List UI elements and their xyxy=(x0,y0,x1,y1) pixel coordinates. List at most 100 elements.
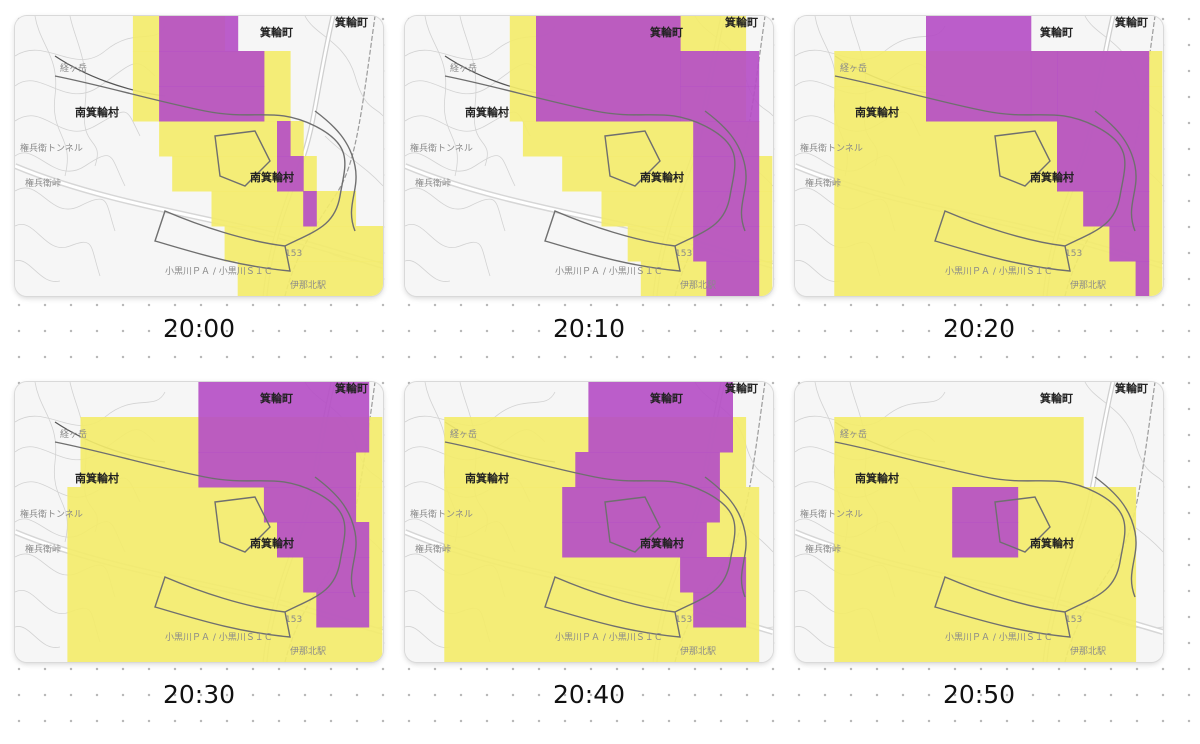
contour-line xyxy=(324,135,383,187)
boundary-line xyxy=(1094,476,1137,598)
map-panel-5: 南箕輪村 南箕輪村 箕輪町 小黒川ＰＡ / 小黒川ＳＩＣ 伊那北駅 153 権兵衛トンネル権… xyxy=(405,382,795,744)
map-label-village: 南箕輪村 xyxy=(250,536,294,550)
map-card[interactable]: 南箕輪村 南箕輪村 箕輪町 小黒川ＰＡ / 小黒川ＳＩＣ 伊那北駅 153 権兵衛トンネル権… xyxy=(795,382,1163,662)
contour-line xyxy=(34,382,68,543)
contour-line xyxy=(459,16,488,167)
contour-line xyxy=(15,626,61,648)
purple-mesh-cell xyxy=(680,51,760,87)
purple-mesh-cell xyxy=(198,452,357,488)
map-label-town: 箕輪町 xyxy=(259,25,293,39)
boundary-line xyxy=(154,210,291,272)
map-label-town: 箕輪町 xyxy=(724,16,758,29)
purple-mesh-cell xyxy=(952,522,1019,558)
map-label-route: 153 xyxy=(1065,249,1082,259)
map-label-station: 伊那北駅 xyxy=(680,279,716,291)
purple-mesh-cell xyxy=(588,382,733,453)
map-label-village: 南箕輪村 xyxy=(75,471,119,485)
map-label-pass: 権兵衛峠 xyxy=(25,543,61,555)
boundary-line xyxy=(214,496,271,553)
purple-area xyxy=(952,487,1019,558)
municipal-boundary xyxy=(444,75,747,272)
time-label: 20:50 xyxy=(942,680,1016,709)
purple-area xyxy=(159,16,317,227)
map-label-pass: 権兵衛峠 xyxy=(25,177,61,189)
purple-mesh-cell xyxy=(1030,51,1058,122)
boundary-line xyxy=(1094,110,1137,232)
map-label-town: 箕輪町 xyxy=(1039,25,1073,39)
map-label-mountain: 経ヶ岳 xyxy=(450,428,477,440)
contour-line xyxy=(405,187,506,232)
yellow-area xyxy=(834,417,1137,662)
contour-line xyxy=(69,16,98,167)
map-label-tunnel: 権兵衛トンネル xyxy=(800,142,863,154)
purple-mesh-cell xyxy=(952,487,1019,523)
map-label-route: 153 xyxy=(675,249,692,259)
map-label-village: 南箕輪村 xyxy=(640,170,684,184)
contour-line xyxy=(1084,382,1163,483)
contour-line xyxy=(15,152,126,187)
map-label-village: 南箕輪村 xyxy=(465,105,509,119)
contour-line xyxy=(304,16,383,117)
map-label-station: 伊那北駅 xyxy=(1070,279,1106,291)
municipal-boundary xyxy=(834,441,1137,638)
purple-mesh-cell xyxy=(575,452,720,488)
map-label-village: 南箕輪村 xyxy=(250,170,294,184)
boundary-line xyxy=(314,476,357,598)
purple-mesh-cell xyxy=(680,86,760,122)
map-label-town: 箕輪町 xyxy=(334,16,368,29)
map-label-tunnel: 権兵衛トンネル xyxy=(20,508,83,520)
purple-mesh-cell xyxy=(926,16,1032,122)
boundary-line xyxy=(214,130,271,187)
map-card[interactable]: 南箕輪村 南箕輪村 箕輪町 小黒川ＰＡ / 小黒川ＳＩＣ 伊那北駅 153 権兵衛トンネル権… xyxy=(795,16,1163,296)
boundary-line xyxy=(544,210,681,272)
purple-mesh-cell xyxy=(693,156,760,192)
boundary-line xyxy=(704,476,747,598)
time-label: 20:20 xyxy=(942,314,1016,343)
purple-mesh-cell xyxy=(159,16,239,52)
map-label-village: 南箕輪村 xyxy=(855,105,899,119)
map-label-mountain: 経ヶ岳 xyxy=(60,428,87,440)
map-card[interactable]: 南箕輪村 南箕輪村 箕輪町 小黒川ＰＡ / 小黒川ＳＩＣ 伊那北駅 153 権兵衛トンネル権… xyxy=(15,382,383,662)
map-label-mountain: 経ヶ岳 xyxy=(840,62,867,74)
map-label-village: 南箕輪村 xyxy=(1030,170,1074,184)
map-label-interchange: 小黒川ＰＡ / 小黒川ＳＩＣ xyxy=(165,266,273,277)
map-label-town: 箕輪町 xyxy=(259,391,293,405)
map-label-town: 箕輪町 xyxy=(649,25,683,39)
purple-mesh-cell xyxy=(198,382,370,453)
boundary-line xyxy=(934,576,1071,638)
map-label-pass: 権兵衛峠 xyxy=(415,543,451,555)
map-label-route: 153 xyxy=(675,615,692,625)
boundary-line xyxy=(834,441,1126,613)
map-label-station: 伊那北駅 xyxy=(290,645,326,657)
map-card[interactable]: 南箕輪村 南箕輪村 箕輪町 小黒川ＰＡ / 小黒川ＳＩＣ 伊那北駅 153 権兵衛トンネル権… xyxy=(15,16,383,296)
map-card[interactable]: 南箕輪村 南箕輪村 箕輪町 小黒川ＰＡ / 小黒川ＳＩＣ 伊那北駅 153 権兵衛トンネル権… xyxy=(405,382,773,662)
map-label-interchange: 小黒川ＰＡ / 小黒川ＳＩＣ xyxy=(945,632,1053,643)
map-panel-3: 南箕輪村 南箕輪村 箕輪町 小黒川ＰＡ / 小黒川ＳＩＣ 伊那北駅 153 権兵衛トンネル権… xyxy=(795,16,1185,378)
purple-mesh-cell xyxy=(277,156,304,192)
municipal-boundary xyxy=(54,75,357,272)
map-panel-4: 南箕輪村 南箕輪村 箕輪町 小黒川ＰＡ / 小黒川ＳＩＣ 伊那北駅 153 権兵衛トンネル権… xyxy=(15,382,405,744)
map-label-tunnel: 権兵衛トンネル xyxy=(410,508,473,520)
map-card[interactable]: 南箕輪村 南箕輪村 箕輪町 小黒川ＰＡ / 小黒川ＳＩＣ 伊那北駅 153 権兵衛トンネル権… xyxy=(405,16,773,296)
map-label-pass: 権兵衛峠 xyxy=(415,177,451,189)
map-label-interchange: 小黒川ＰＡ / 小黒川ＳＩＣ xyxy=(555,266,663,277)
boundary-line xyxy=(704,110,747,232)
purple-mesh-cell xyxy=(1135,261,1150,296)
yellow-mesh-cell xyxy=(224,226,383,262)
contour-line xyxy=(405,260,451,282)
map-label-station: 伊那北駅 xyxy=(290,279,326,291)
map-label-interchange: 小黒川ＰＡ / 小黒川ＳＩＣ xyxy=(945,266,1053,277)
map-label-pass: 権兵衛峠 xyxy=(805,543,841,555)
map-label-mountain: 経ヶ岳 xyxy=(450,62,477,74)
map-label-town: 箕輪町 xyxy=(724,382,758,395)
boundary-line xyxy=(314,110,357,232)
municipal-boundary xyxy=(54,441,357,638)
boundary-line xyxy=(994,496,1051,553)
purple-mesh-cell xyxy=(316,592,370,628)
contour-line xyxy=(15,224,101,277)
purple-mesh-cell xyxy=(693,121,760,157)
map-label-town: 箕輪町 xyxy=(1114,16,1148,29)
map-label-station: 伊那北駅 xyxy=(680,645,716,657)
